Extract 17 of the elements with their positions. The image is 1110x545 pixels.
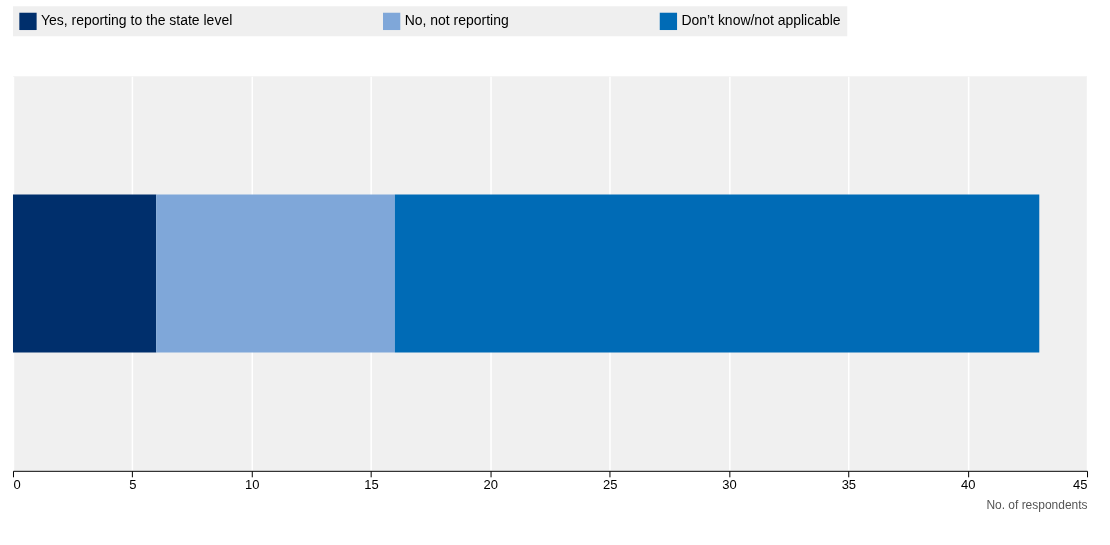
x-tick-label: 40	[960, 477, 976, 493]
bar	[394, 194, 1040, 353]
x-tick-label: 20	[483, 477, 499, 493]
legend-label: Yes, reporting to the state level	[40, 12, 233, 29]
x-tick-label: 25	[602, 477, 618, 493]
x-tick-label: 10	[244, 477, 260, 493]
x-tick-label: 5	[129, 477, 137, 493]
x-axis-title: No. of respondents	[986, 498, 1088, 513]
x-tick-label: 15	[364, 477, 379, 493]
x-tick-label: 45	[1073, 477, 1088, 493]
legend-label: No, not reporting	[404, 12, 509, 29]
bar	[156, 194, 395, 353]
x-tick-label: 35	[841, 477, 857, 493]
bar	[12, 194, 157, 353]
x-tick-label: 0	[13, 477, 21, 493]
x-tick-label: 30	[722, 477, 737, 493]
legend-label: Don’t know/not applicable	[681, 12, 841, 29]
